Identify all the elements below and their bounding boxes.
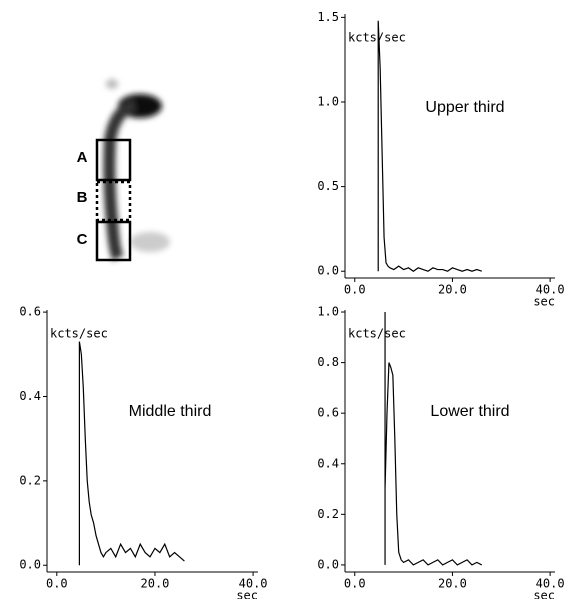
- x-tick-label: 20.0: [141, 577, 170, 591]
- y-tick-label: 0.6: [19, 305, 41, 319]
- y-tick-label: 0.2: [317, 507, 339, 521]
- page: {"image_labels": ["A", "B", "C"], "chart…: [0, 0, 570, 599]
- figure: A B C 0.00.51.01.50.020.040.0kcts/secsec…: [0, 0, 570, 599]
- y-tick-label: 0.6: [317, 406, 339, 420]
- y-tick-label: 0.4: [317, 456, 339, 470]
- y-tick-label: 0.0: [317, 264, 339, 278]
- data-line: [79, 342, 184, 566]
- x-axis-label: sec: [533, 589, 555, 599]
- x-tick-label: 20.0: [438, 577, 467, 591]
- annotation: Middle third: [129, 403, 212, 420]
- y-tick-label: 1.0: [317, 305, 339, 319]
- y-tick-label: 0.8: [317, 355, 339, 369]
- annotation: Upper third: [425, 99, 504, 116]
- y-axis-label: kcts/sec: [50, 327, 108, 341]
- roi-label: A: [77, 149, 88, 166]
- x-tick-label: 0.0: [46, 577, 68, 591]
- y-tick-label: 0.2: [19, 473, 41, 487]
- y-tick-label: 1.0: [317, 95, 339, 109]
- roi-label: C: [77, 231, 88, 248]
- data-line: [378, 21, 482, 271]
- y-axis-label: kcts/sec: [348, 327, 406, 341]
- x-tick-label: 0.0: [344, 283, 366, 297]
- x-axis-label: sec: [236, 589, 258, 599]
- y-tick-label: 0.0: [19, 558, 41, 572]
- y-axis-label: kcts/sec: [348, 31, 406, 45]
- annotation: Lower third: [430, 403, 509, 420]
- scan-image: [106, 79, 170, 258]
- x-tick-label: 0.0: [344, 577, 366, 591]
- x-tick-label: 20.0: [438, 283, 467, 297]
- y-tick-label: 1.5: [317, 10, 339, 24]
- y-tick-label: 0.0: [317, 557, 339, 571]
- y-tick-label: 0.4: [19, 389, 41, 403]
- x-axis-label: sec: [533, 295, 555, 309]
- data-line: [385, 312, 482, 565]
- y-tick-label: 0.5: [317, 179, 339, 193]
- roi-label: B: [77, 189, 88, 206]
